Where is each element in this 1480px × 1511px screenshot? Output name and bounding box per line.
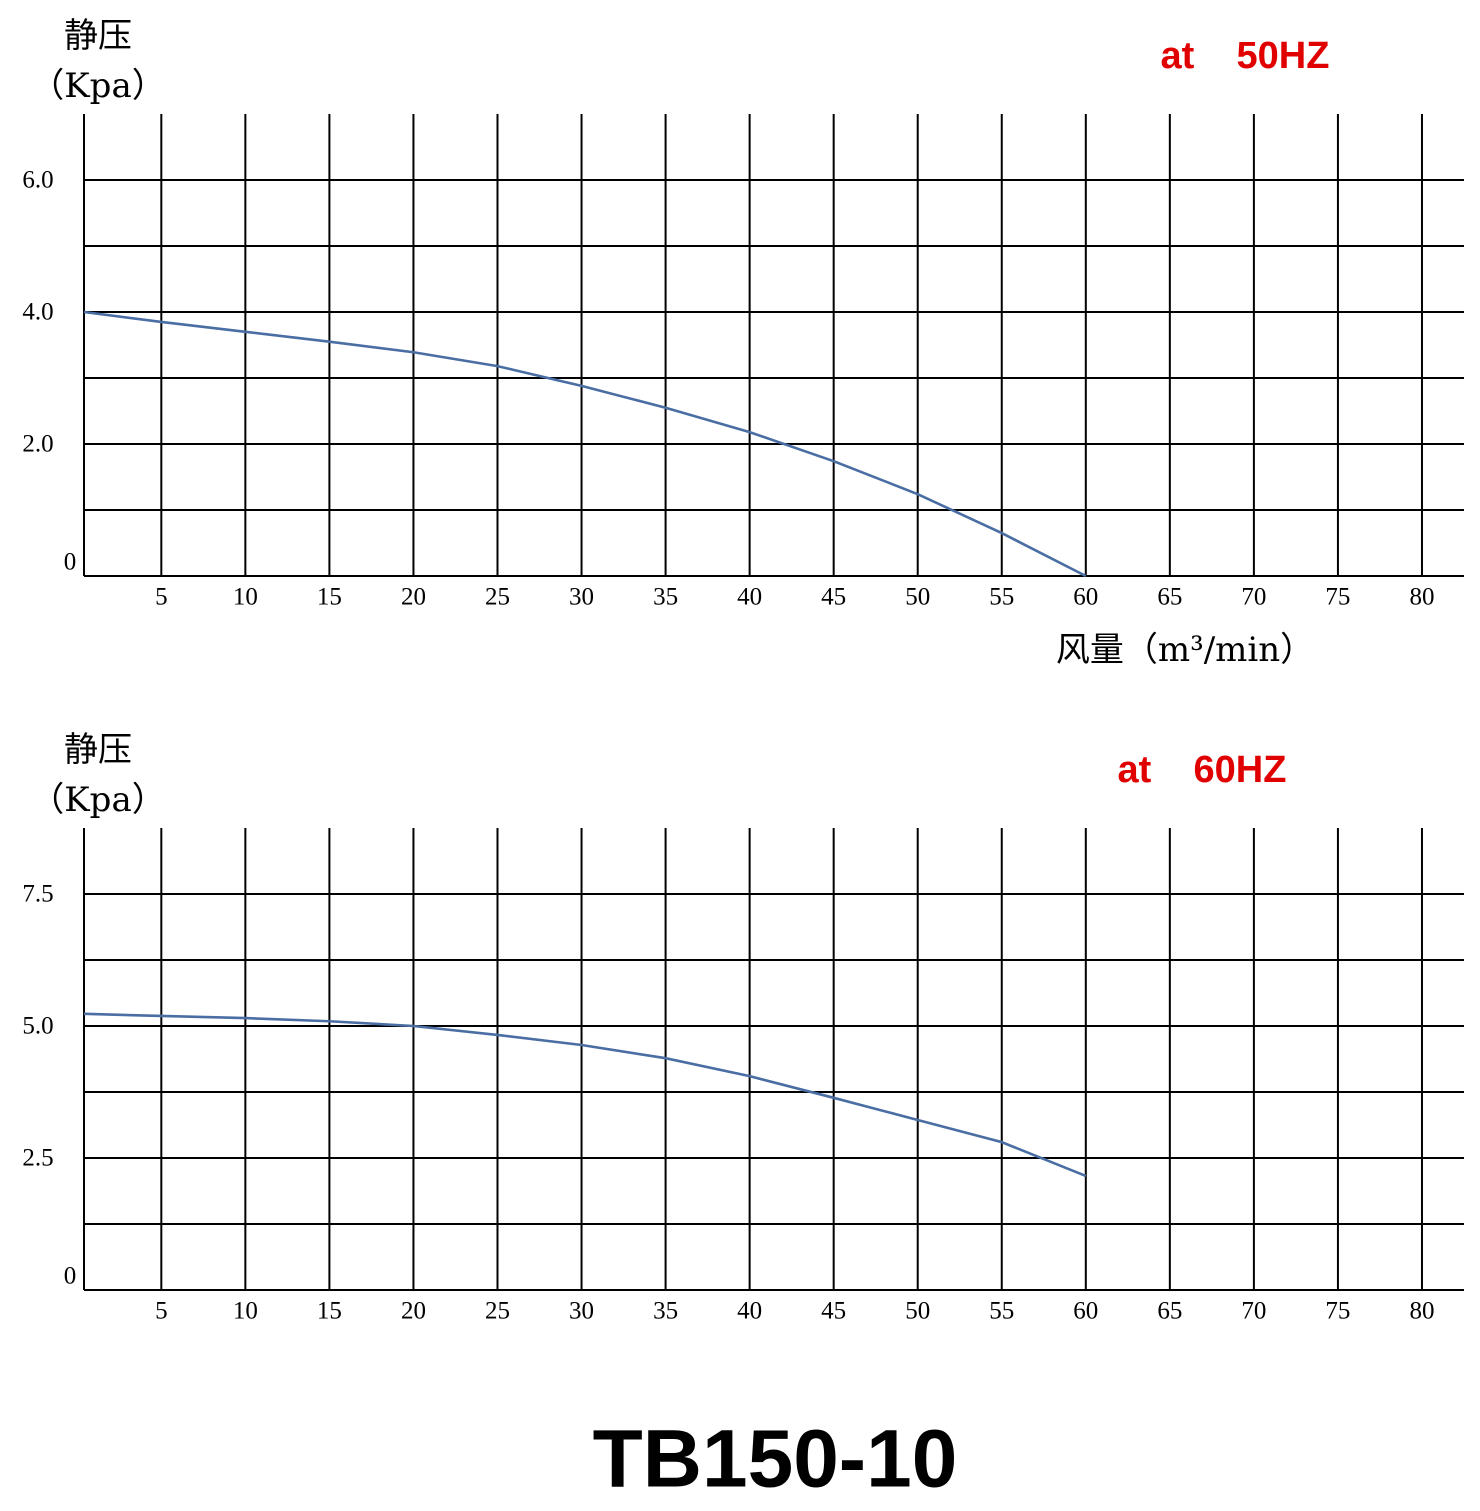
x-tick-label: 35 xyxy=(653,1298,678,1325)
curve xyxy=(83,1012,1087,1178)
y-tick-label: 2.5 xyxy=(22,1145,53,1172)
x-tick-label: 70 xyxy=(1241,1298,1266,1325)
x-tick-label: 10 xyxy=(233,1298,258,1325)
x-tick-label: 65 xyxy=(1157,1298,1182,1325)
x-tick-label: 20 xyxy=(401,1298,426,1325)
y-axis-label: 静压 xyxy=(64,730,132,770)
x-tick-label: 60 xyxy=(1073,1298,1098,1325)
x-tick-label: 75 xyxy=(1325,1298,1350,1325)
x-tick-label: 15 xyxy=(317,1298,342,1325)
x-tick-label: 25 xyxy=(485,584,510,611)
y-tick-label: 0 xyxy=(64,549,77,576)
annotation: at 60HZ xyxy=(1118,749,1287,791)
x-tick-label: 80 xyxy=(1409,1298,1434,1325)
x-tick-label: 5 xyxy=(155,584,168,611)
y-axis-label: 静压 xyxy=(64,16,132,56)
x-axis-label: 风量（m³/min） xyxy=(1056,630,1314,670)
x-tick-label: 25 xyxy=(485,1298,510,1325)
x-tick-label: 15 xyxy=(317,584,342,611)
x-tick-label: 50 xyxy=(905,1298,930,1325)
x-tick-label: 40 xyxy=(737,584,762,611)
x-tick-label: 10 xyxy=(233,584,258,611)
x-tick-label: 60 xyxy=(1073,584,1098,611)
x-tick-label: 55 xyxy=(989,584,1014,611)
x-tick-label: 30 xyxy=(569,584,594,611)
y-tick-label: 7.5 xyxy=(22,881,53,908)
y-axis-label: （Kpa） xyxy=(30,780,165,820)
x-tick-label: 50 xyxy=(905,584,930,611)
x-tick-label: 55 xyxy=(989,1298,1014,1325)
figure-title: TB150-10 xyxy=(593,1414,958,1505)
x-tick-label: 45 xyxy=(821,1298,846,1325)
x-tick-label: 80 xyxy=(1409,584,1434,611)
y-tick-label: 5.0 xyxy=(22,1013,53,1040)
y-tick-label: 0 xyxy=(64,1263,77,1290)
x-tick-label: 75 xyxy=(1325,584,1350,611)
x-tick-label: 65 xyxy=(1157,584,1182,611)
x-tick-label: 5 xyxy=(155,1298,168,1325)
x-tick-label: 70 xyxy=(1241,584,1266,611)
y-tick-label: 2.0 xyxy=(22,431,53,458)
x-tick-label: 30 xyxy=(569,1298,594,1325)
y-tick-label: 6.0 xyxy=(22,167,53,194)
y-tick-label: 4.0 xyxy=(22,299,53,326)
x-tick-label: 40 xyxy=(737,1298,762,1325)
x-tick-label: 20 xyxy=(401,584,426,611)
y-axis-label: （Kpa） xyxy=(30,66,165,106)
curve xyxy=(83,310,1087,578)
annotation: at 50HZ xyxy=(1161,35,1330,77)
x-tick-label: 45 xyxy=(821,584,846,611)
x-tick-label: 35 xyxy=(653,584,678,611)
